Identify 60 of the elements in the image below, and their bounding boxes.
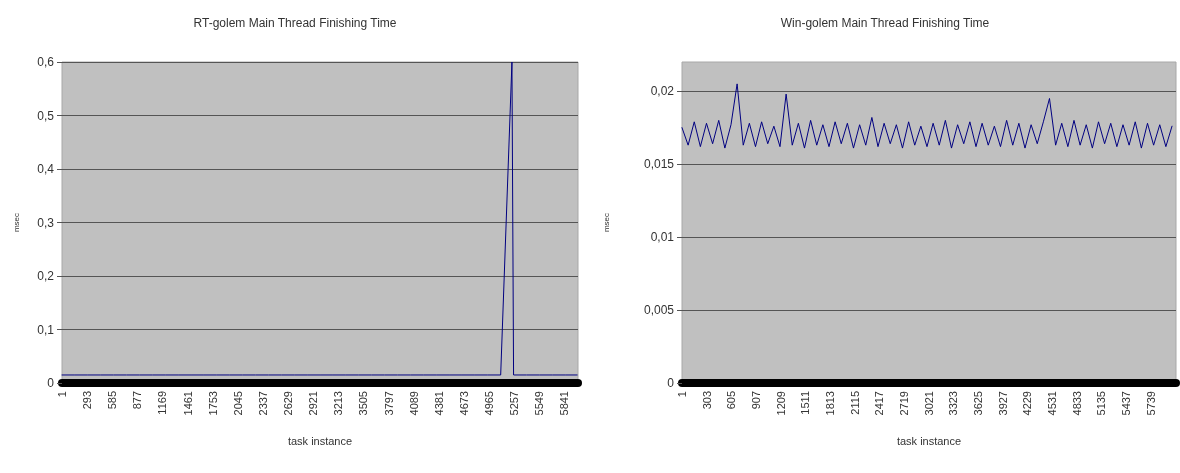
x-tick-label: 293 [81,391,94,410]
y-tick-label: 0,6 [37,55,55,69]
y-tick-label: 0 [667,376,675,390]
x-tick-label: 2417 [873,391,886,416]
y-tick-label: 0,005 [643,303,675,318]
x-tick-label: 605 [725,391,738,410]
x-tick-label: 2921 [307,391,320,416]
x-tick-label: 1169 [156,391,169,415]
x-tick-label: 2337 [256,391,269,416]
y-tick-label: 0,5 [37,108,55,123]
x-tick-label: 5549 [533,391,546,416]
y-tick-label: 0,3 [37,215,55,230]
y-tick-label: 0,02 [650,84,675,99]
x-tick-label: 1511 [799,391,812,415]
x-tick-label: 585 [106,391,119,410]
x-tick-label: 5437 [1119,391,1132,416]
x-tick-label: 2719 [897,391,910,416]
y-tick-label: 0,4 [37,162,55,176]
x-tick-label: 3505 [357,391,370,416]
x-tick-label: 5257 [508,391,521,416]
x-tick-label: 1753 [206,391,219,416]
chart-title: RT-golem Main Thread Finishing Time [193,16,397,30]
chart-title: Win-golem Main Thread Finishing Time [780,16,990,30]
x-tick-label: 3797 [382,391,395,416]
x-tick-label: 5135 [1095,391,1108,416]
y-axis-title: msec [11,212,21,233]
y-tick-label: 0,2 [37,269,55,283]
y-tick-label: 0 [47,376,55,390]
x-tick-label: 4833 [1070,391,1083,416]
x-tick-label: 2045 [231,391,244,416]
x-tick-label: 5841 [558,391,571,416]
x-tick-label: 303 [700,391,713,410]
line-series [681,83,1173,149]
x-tick-label: 3625 [971,391,984,416]
x-axis-title: task instance [287,434,353,447]
x-axis-title: task instance [896,434,962,447]
y-axis-title: msec [601,212,611,233]
x-tick-label: 1 [56,391,68,398]
x-tick-label: 4089 [407,391,420,416]
x-tick-label: 1209 [774,391,787,416]
x-tick-label: 1461 [181,391,194,416]
x-tick-label: 1813 [823,391,836,416]
x-tick-label: 2115 [848,391,861,415]
x-tick-label: 4531 [1045,391,1058,416]
x-tick-label: 5739 [1144,391,1157,416]
x-tick-label: 2629 [282,391,295,416]
x-tick-label: 3213 [332,391,345,416]
x-tick-label: 1 [676,391,688,398]
x-tick-label: 3927 [996,391,1009,416]
x-tick-label: 3323 [947,391,960,416]
y-tick-label: 0,1 [37,322,55,337]
x-tick-label: 4673 [457,391,470,416]
x-tick-label: 877 [131,391,144,410]
x-tick-label: 4965 [482,391,495,416]
y-tick-label: 0,01 [650,230,675,245]
x-tick-label: 907 [749,391,762,410]
x-tick-label: 4229 [1021,391,1034,416]
x-tick-label: 3021 [922,391,935,416]
x-tick-label: 4381 [432,391,445,416]
y-tick-label: 0,015 [643,157,675,172]
